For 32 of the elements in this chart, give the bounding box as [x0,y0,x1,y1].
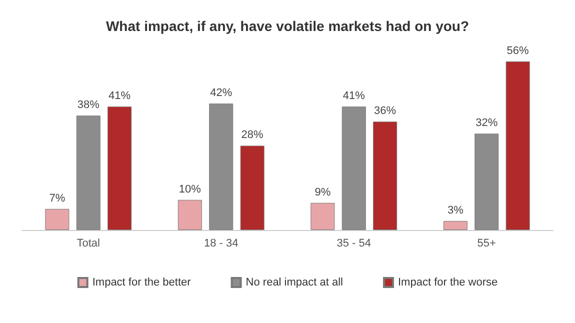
x-tick-label: Total [76,238,100,250]
legend-label: Impact for the worse [398,276,498,288]
bar [310,202,335,230]
x-tick-label: 18 - 34 [204,238,238,250]
data-label: 10% [178,183,202,196]
bar [342,106,366,230]
bar [474,134,499,230]
legend-label: Impact for the better [92,276,192,288]
data-label: 41% [342,90,366,102]
data-label: 9% [314,186,331,198]
data-label: 56% [506,44,530,57]
legend-label: No real impact at all [246,276,344,288]
data-label: 42% [210,87,232,100]
x-tick-label: 35 - 54 [336,238,371,250]
data-label: 7% [49,192,66,204]
bar [240,146,264,230]
data-label: 28% [241,129,264,142]
data-label: 41% [108,90,131,102]
data-label: 3% [447,204,464,216]
bar [76,116,100,230]
bar [506,61,530,230]
x-tick-label: 55+ [477,238,496,250]
data-label: 38% [77,99,100,112]
bar [108,106,132,230]
bar [373,122,398,230]
bar [178,200,202,230]
chart-title: What impact, if any, have volatile markets had on you? [106,18,470,34]
bar [209,104,234,230]
bar [45,208,70,230]
data-label: 32% [476,117,498,130]
data-label: 36% [374,105,396,118]
bar [443,220,468,230]
